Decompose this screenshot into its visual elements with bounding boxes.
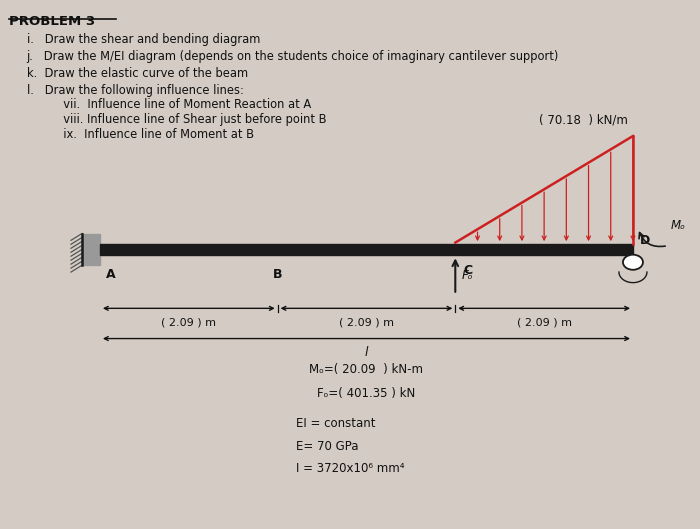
Text: i.   Draw the shear and bending diagram: i. Draw the shear and bending diagram [27,33,260,46]
Text: ( 2.09 ) m: ( 2.09 ) m [517,317,572,327]
Text: l.   Draw the following influence lines:: l. Draw the following influence lines: [27,84,244,97]
Text: B: B [273,268,282,281]
Circle shape [623,254,643,270]
Text: I = 3720x10⁶ mm⁴: I = 3720x10⁶ mm⁴ [297,462,405,476]
Text: viii. Influence line of Shear just before point B: viii. Influence line of Shear just befor… [27,113,326,126]
Text: D: D [640,234,650,247]
Text: j.   Draw the M/EI diagram (depends on the students choice of imaginary cantilev: j. Draw the M/EI diagram (depends on the… [27,50,559,63]
Text: Fₒ: Fₒ [461,269,473,282]
Text: ( 2.09 ) m: ( 2.09 ) m [161,317,216,327]
Text: E= 70 GPa: E= 70 GPa [297,440,359,453]
Text: ( 70.18  ) kN/m: ( 70.18 ) kN/m [539,114,628,127]
Text: ( 2.09 ) m: ( 2.09 ) m [339,317,394,327]
Text: k.  Draw the elastic curve of the beam: k. Draw the elastic curve of the beam [27,67,248,80]
Text: Mₒ=( 20.09  ) kN-m: Mₒ=( 20.09 ) kN-m [309,363,423,376]
Text: l: l [365,346,368,359]
Text: EI = constant: EI = constant [297,417,376,430]
Bar [82,233,100,265]
Text: Fₒ=( 401.35 ) kN: Fₒ=( 401.35 ) kN [317,387,416,400]
Bar [100,244,633,254]
Text: C: C [463,264,473,277]
Text: A: A [106,268,116,281]
Text: PROBLEM 3: PROBLEM 3 [9,15,95,28]
Text: vii.  Influence line of Moment Reaction at A: vii. Influence line of Moment Reaction a… [27,98,311,112]
Text: Mₒ: Mₒ [671,218,686,232]
Text: ix.  Influence line of Moment at B: ix. Influence line of Moment at B [27,128,253,141]
